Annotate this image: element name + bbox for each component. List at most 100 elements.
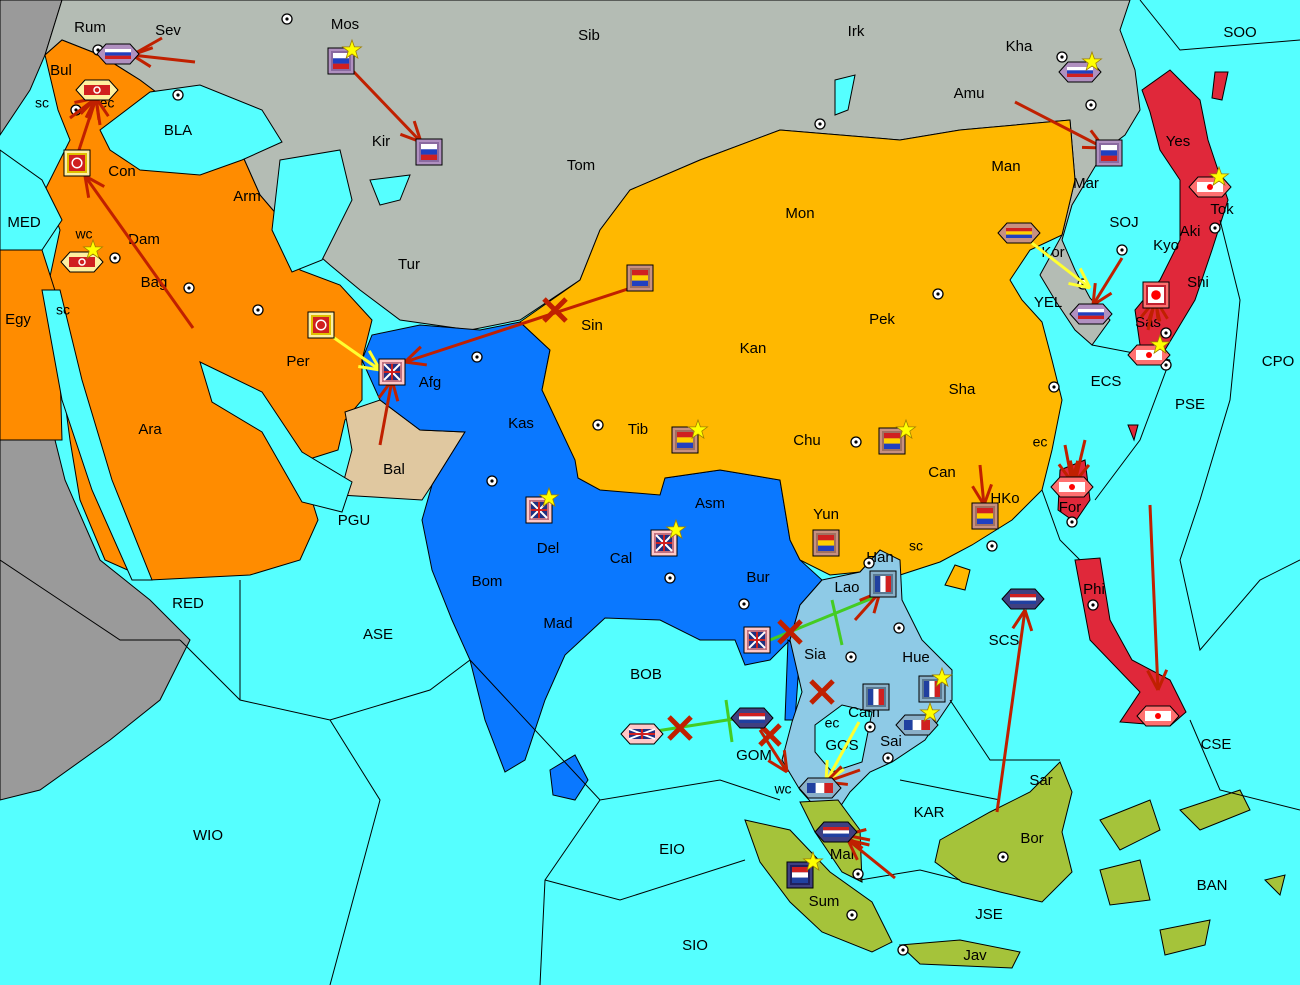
units-layer	[60, 43, 1232, 889]
province-label: BOB	[630, 666, 662, 683]
army-unit-japan[interactable]	[1142, 281, 1170, 309]
supply-center-dot	[664, 572, 676, 584]
province-label: Del	[537, 540, 560, 557]
fleet-unit-netherlands[interactable]	[814, 821, 858, 843]
province-label: ASE	[363, 626, 393, 643]
supply-center-dot	[486, 475, 498, 487]
star-icon	[802, 850, 824, 872]
province-label: Sin	[581, 317, 603, 334]
army-unit-china[interactable]	[971, 502, 999, 530]
supply-center-dot	[850, 436, 862, 448]
province-label: Rum	[74, 19, 106, 36]
supply-center-dot	[897, 944, 909, 956]
province-label: Bom	[472, 573, 503, 590]
fleet-unit-russia[interactable]	[96, 43, 140, 65]
territory-china	[519, 119, 1076, 591]
supply-center-dot	[1056, 51, 1068, 63]
order-arrow	[1091, 257, 1124, 307]
order-arrow	[971, 464, 993, 506]
province-label: Dam	[128, 231, 160, 248]
province-label: Phi	[1083, 581, 1105, 598]
army-unit-france[interactable]	[869, 570, 897, 598]
province-label: Mal	[830, 846, 854, 863]
fleet-unit-netherlands[interactable]	[730, 707, 774, 729]
province-label: Bul	[50, 62, 72, 79]
province-label: MED	[7, 214, 41, 231]
army-unit-china[interactable]	[812, 529, 840, 557]
fleet-unit-britain[interactable]	[620, 723, 664, 745]
province-label: Yun	[813, 506, 839, 523]
fleet-unit-russia[interactable]	[1069, 303, 1113, 325]
supply-center-dot	[932, 288, 944, 300]
fleet-unit-japan[interactable]	[1136, 705, 1180, 727]
supply-center-dot	[172, 89, 184, 101]
province-label: PSE	[1175, 396, 1205, 413]
home-center-stars	[82, 38, 1230, 872]
province-label: BAN	[1197, 877, 1228, 894]
province-label: Pek	[869, 311, 895, 328]
fleet-unit-turkey[interactable]	[75, 79, 119, 101]
army-unit-turkey[interactable]	[307, 311, 335, 339]
province-label: Sha	[949, 381, 976, 398]
army-unit-china[interactable]	[626, 264, 654, 292]
army-unit-netherlands[interactable]	[786, 861, 814, 889]
army-unit-russia[interactable]	[327, 47, 355, 75]
province-label: Mon	[785, 205, 814, 222]
supply-center-dot	[471, 351, 483, 363]
province-label: Sai	[880, 733, 902, 750]
star-icon	[82, 238, 104, 260]
star-icon	[538, 486, 560, 508]
province-label: Sar	[1029, 772, 1052, 789]
fleet-unit-china[interactable]	[997, 222, 1041, 244]
supply-center-dot	[1160, 327, 1172, 339]
province-label: EIO	[659, 841, 685, 858]
province-label: Bal	[383, 461, 405, 478]
province-label: Afg	[419, 374, 442, 391]
province-label: SIO	[682, 937, 708, 954]
province-label: Sum	[809, 893, 840, 910]
supply-center-dot	[864, 721, 876, 733]
fleet-unit-japan[interactable]	[1188, 176, 1232, 198]
supply-center-dot	[1085, 99, 1097, 111]
province-label: Ara	[138, 421, 162, 438]
army-unit-turkey[interactable]	[63, 149, 91, 177]
province-label: Man	[991, 158, 1020, 175]
failed-order-x-icon	[542, 297, 568, 323]
province-label: Kan	[740, 340, 767, 357]
fleet-unit-netherlands[interactable]	[1001, 588, 1045, 610]
fleet-unit-turkey[interactable]	[60, 251, 104, 273]
supply-center-dot	[863, 557, 875, 569]
province-label: Bor	[1020, 830, 1043, 847]
fleet-unit-japan[interactable]	[1050, 476, 1094, 498]
province-label: Can	[928, 464, 956, 481]
army-unit-russia[interactable]	[1095, 139, 1123, 167]
star-icon	[1081, 50, 1103, 72]
army-unit-france[interactable]	[862, 683, 890, 711]
army-unit-china[interactable]	[878, 427, 906, 455]
fleet-unit-france[interactable]	[895, 714, 939, 736]
province-label: Asm	[695, 495, 725, 512]
army-unit-britain[interactable]	[378, 358, 406, 386]
province-label: Amu	[954, 85, 985, 102]
province-label: JSE	[975, 906, 1003, 923]
province-label: For	[1059, 499, 1082, 516]
province-label: Sia	[804, 646, 826, 663]
fleet-unit-japan[interactable]	[1127, 344, 1171, 366]
inland-seas	[0, 74, 856, 581]
province-label: sc	[35, 95, 49, 111]
order-arrow	[329, 333, 382, 372]
supply-center-dot	[1066, 516, 1078, 528]
star-icon	[1208, 165, 1230, 187]
army-unit-britain[interactable]	[743, 626, 771, 654]
province-label: GOM	[736, 747, 772, 764]
army-unit-china[interactable]	[671, 426, 699, 454]
fleet-unit-france[interactable]	[798, 777, 842, 799]
province-label: Kas	[508, 415, 534, 432]
territory-britain	[361, 321, 823, 801]
supply-center-dot	[846, 909, 858, 921]
supply-center-dot	[986, 540, 998, 552]
army-unit-russia[interactable]	[415, 138, 443, 166]
province-label: BLA	[164, 122, 192, 139]
